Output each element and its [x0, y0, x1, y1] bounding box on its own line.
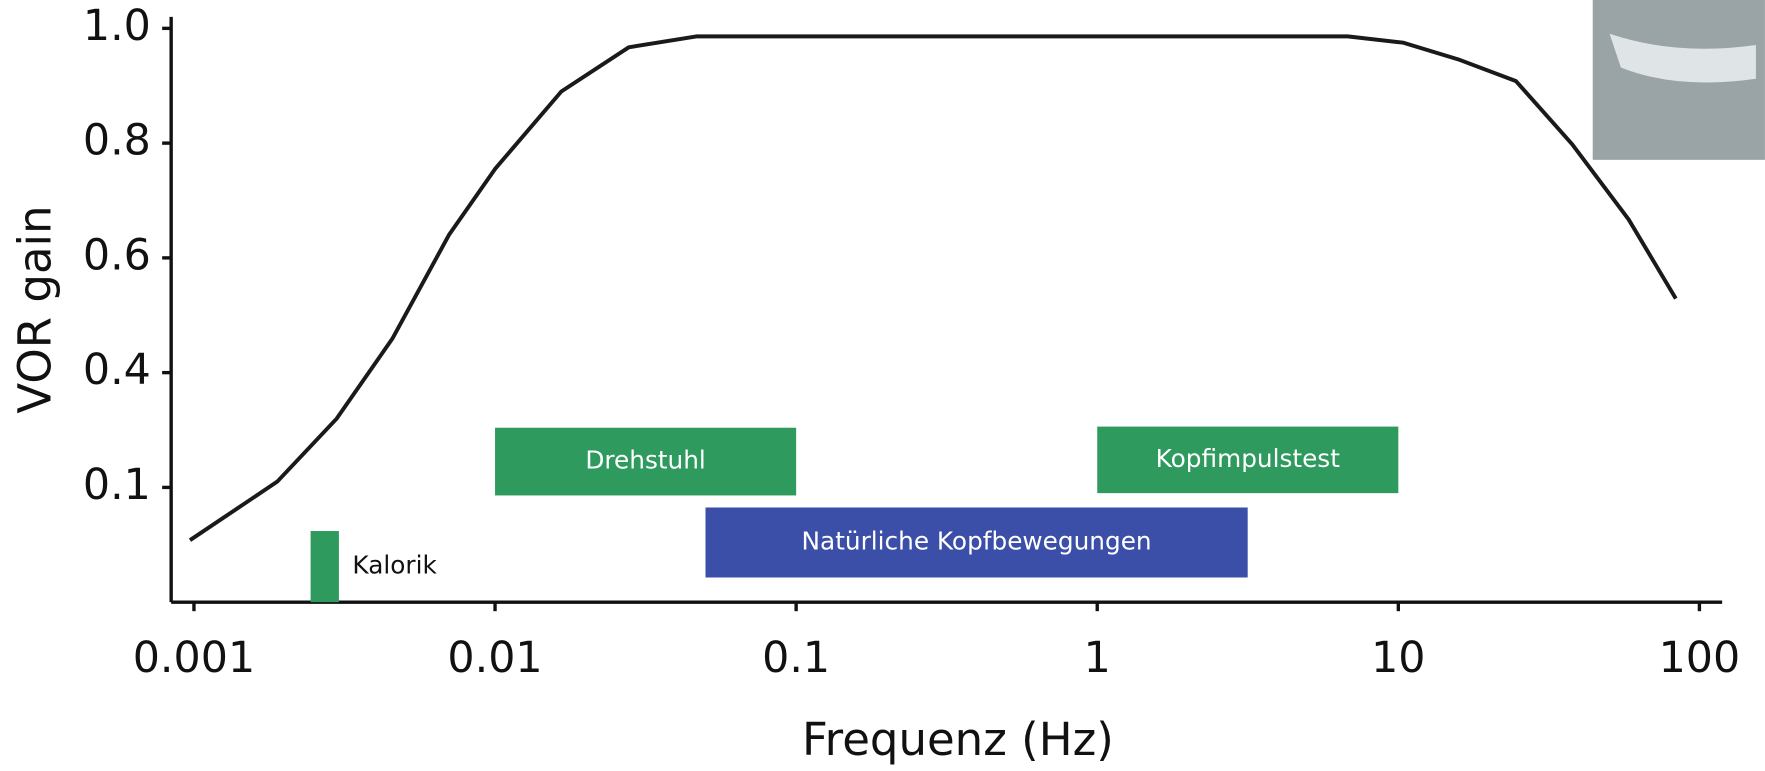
range-label: Natürliche Kopfbewegungen: [802, 526, 1152, 555]
range-bar: [705, 507, 1248, 578]
x-axis-title: Frequenz (Hz): [802, 713, 1114, 766]
thumbnail-detail: [1609, 33, 1756, 83]
range-bar: [495, 427, 797, 496]
y-tick-label: 0.4: [83, 345, 151, 395]
y-axis-title: VOR gain: [8, 205, 61, 413]
range-label: Drehstuhl: [585, 446, 705, 475]
x-tick-label: 100: [1659, 633, 1741, 683]
x-tick-label: 1: [1084, 633, 1111, 683]
x-tick-label: 10: [1371, 633, 1425, 683]
y-tick-label: 1.0: [83, 1, 151, 51]
y-tick-label: 0.6: [83, 230, 151, 280]
x-tick-label: 0.001: [133, 633, 255, 683]
y-tick-label: 0.8: [83, 116, 151, 166]
gain-curve: [188, 34, 1678, 542]
range-label: Kalorik: [352, 551, 437, 580]
y-tick-label: 0.1: [83, 460, 151, 510]
range-bar: [1097, 426, 1399, 494]
range-bar: [310, 531, 339, 603]
x-tick-label: 0.01: [447, 633, 542, 683]
x-tick-label: 0.1: [762, 633, 830, 683]
range-label: Kopfimpulstest: [1156, 444, 1341, 473]
